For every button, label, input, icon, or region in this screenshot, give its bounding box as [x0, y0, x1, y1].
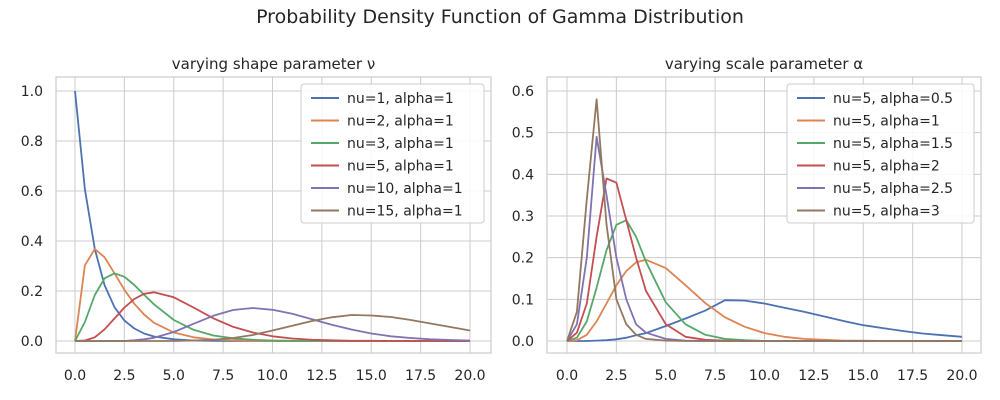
y-tick-label: 0.8: [21, 134, 43, 150]
y-tick-label: 0.4: [21, 234, 43, 250]
series-line-4: [74, 291, 470, 342]
panel-scale: 0.0 2.5 5.0 7.5 10.0 12.5 15.0 17.5 20.0 0.0 0.1 0.…: [512, 55, 982, 384]
x-tick-label: 12.5: [306, 368, 337, 384]
x-tick-label: 10.0: [749, 368, 780, 384]
x-tick-label: 17.5: [897, 368, 928, 384]
y-tick-label: 0.1: [512, 292, 534, 308]
y-tick-label: 1.0: [21, 84, 43, 100]
x-tick-label: 5.0: [655, 368, 677, 384]
legend-entry: nu=5, alpha=1.5: [833, 136, 953, 152]
panel-shape: 0.0 2.5 5.0 7.5 10.0 12.5 15.0 17.5 20.0 0.0 0.2 0.…: [21, 55, 492, 384]
y-tick-label: 0.5: [512, 126, 534, 142]
legend-entry: nu=10, alpha=1: [347, 181, 463, 197]
legend: [786, 83, 975, 224]
x-tick-label: 20.0: [454, 368, 485, 384]
plot-frame: [546, 76, 982, 354]
series-line-6: [75, 314, 471, 342]
legend-entry: nu=5, alpha=3: [833, 204, 940, 220]
y-tick-label: 0.2: [21, 284, 43, 300]
x-tick-label: 0.0: [64, 368, 86, 384]
x-tick-label: 2.5: [605, 368, 627, 384]
y-tick-label: 0.0: [21, 334, 43, 350]
legend-entry: nu=2, alpha=1: [347, 114, 454, 130]
figure-title: Probability Density Function of Gamma Di…: [256, 6, 744, 28]
legend-entry: nu=15, alpha=1: [347, 204, 463, 220]
y-tick-label: 0.3: [512, 209, 534, 225]
x-tick-label: 15.0: [848, 368, 879, 384]
x-tick-label: 20.0: [946, 368, 977, 384]
x-tick-label: 15.0: [356, 368, 387, 384]
x-tick-label: 7.5: [704, 368, 726, 384]
legend-entry: nu=5, alpha=2.5: [833, 181, 953, 197]
legend-entry: nu=1, alpha=1: [347, 91, 454, 107]
y-tick-label: 0.2: [512, 251, 534, 267]
y-tick-label: 0.0: [512, 334, 534, 350]
x-tick-label: 2.5: [113, 368, 135, 384]
x-tick-label: 0.0: [556, 368, 578, 384]
series-line-1: [567, 299, 963, 342]
legend: [300, 83, 485, 224]
y-tick-label: 0.6: [512, 84, 534, 100]
x-tick-label: 12.5: [798, 368, 829, 384]
x-tick-label: 10.0: [257, 368, 288, 384]
x-tick-label: 5.0: [163, 368, 185, 384]
y-tick-label: 0.4: [512, 167, 534, 183]
legend-entry: nu=5, alpha=1: [833, 114, 940, 130]
x-tick-label: 17.5: [405, 368, 436, 384]
legend-entry: nu=5, alpha=1: [347, 159, 454, 175]
legend-entry: nu=5, alpha=0.5: [833, 91, 953, 107]
series-line-6: [566, 98, 962, 342]
y-tick-label: 0.6: [21, 184, 43, 200]
x-tick-label: 7.5: [212, 368, 234, 384]
axes-title: varying scale parameter α: [665, 55, 863, 73]
axes-title: varying shape parameter ν: [172, 55, 375, 73]
plot-frame: [55, 76, 492, 354]
legend-entry: nu=5, alpha=2: [833, 159, 940, 175]
legend-entry: nu=3, alpha=1: [347, 136, 454, 152]
